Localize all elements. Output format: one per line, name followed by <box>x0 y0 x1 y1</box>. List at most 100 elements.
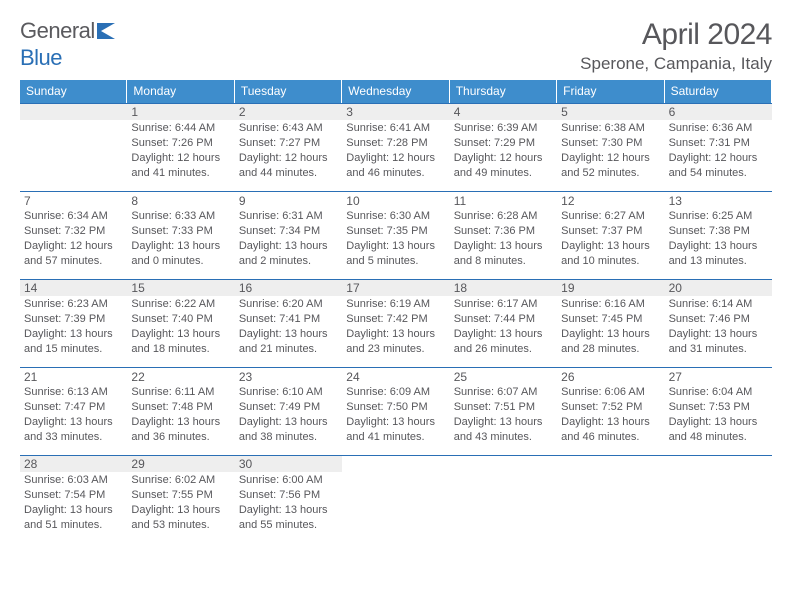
daylight-text: Daylight: 13 hours and 21 minutes. <box>239 327 338 357</box>
sunrise-text: Sunrise: 6:34 AM <box>24 209 123 224</box>
calendar-cell: 3Sunrise: 6:41 AMSunset: 7:28 PMDaylight… <box>342 103 449 191</box>
day-number: 12 <box>561 194 660 208</box>
calendar-cell: 25Sunrise: 6:07 AMSunset: 7:51 PMDayligh… <box>450 367 557 455</box>
daylight-text: Daylight: 12 hours and 46 minutes. <box>346 151 445 181</box>
sunrise-text: Sunrise: 6:14 AM <box>669 297 768 312</box>
day-number: 11 <box>454 194 553 208</box>
calendar-cell: 2Sunrise: 6:43 AMSunset: 7:27 PMDaylight… <box>235 103 342 191</box>
sunrise-text: Sunrise: 6:27 AM <box>561 209 660 224</box>
sunset-text: Sunset: 7:33 PM <box>131 224 230 239</box>
day-number: 30 <box>235 456 342 472</box>
day-number: 13 <box>669 194 768 208</box>
daylight-text: Daylight: 13 hours and 33 minutes. <box>24 415 123 445</box>
sunrise-text: Sunrise: 6:04 AM <box>669 385 768 400</box>
logo-text: General Blue <box>20 18 119 71</box>
daylight-text: Daylight: 13 hours and 43 minutes. <box>454 415 553 445</box>
daylight-text: Daylight: 12 hours and 57 minutes. <box>24 239 123 269</box>
daylight-text: Daylight: 12 hours and 49 minutes. <box>454 151 553 181</box>
calendar-cell: 19Sunrise: 6:16 AMSunset: 7:45 PMDayligh… <box>557 279 664 367</box>
daylight-text: Daylight: 13 hours and 55 minutes. <box>239 503 338 533</box>
logo-flag-icon <box>97 19 119 45</box>
sunrise-text: Sunrise: 6:25 AM <box>669 209 768 224</box>
location: Sperone, Campania, Italy <box>580 54 772 74</box>
daylight-text: Daylight: 13 hours and 41 minutes. <box>346 415 445 445</box>
day-number: 16 <box>235 280 342 296</box>
daylight-text: Daylight: 13 hours and 36 minutes. <box>131 415 230 445</box>
daylight-text: Daylight: 12 hours and 41 minutes. <box>131 151 230 181</box>
sunset-text: Sunset: 7:41 PM <box>239 312 338 327</box>
sunset-text: Sunset: 7:39 PM <box>24 312 123 327</box>
calendar-cell: 18Sunrise: 6:17 AMSunset: 7:44 PMDayligh… <box>450 279 557 367</box>
calendar-cell <box>450 455 557 543</box>
daylight-text: Daylight: 13 hours and 31 minutes. <box>669 327 768 357</box>
calendar-cell: 17Sunrise: 6:19 AMSunset: 7:42 PMDayligh… <box>342 279 449 367</box>
daylight-text: Daylight: 13 hours and 53 minutes. <box>131 503 230 533</box>
sunrise-text: Sunrise: 6:38 AM <box>561 121 660 136</box>
sunset-text: Sunset: 7:30 PM <box>561 136 660 151</box>
sunrise-text: Sunrise: 6:23 AM <box>24 297 123 312</box>
daylight-text: Daylight: 13 hours and 13 minutes. <box>669 239 768 269</box>
daylight-text: Daylight: 13 hours and 8 minutes. <box>454 239 553 269</box>
dow-header: Saturday <box>665 80 772 103</box>
daylight-text: Daylight: 12 hours and 52 minutes. <box>561 151 660 181</box>
calendar-cell <box>20 103 127 191</box>
calendar-cell: 10Sunrise: 6:30 AMSunset: 7:35 PMDayligh… <box>342 191 449 279</box>
sunset-text: Sunset: 7:31 PM <box>669 136 768 151</box>
daylight-text: Daylight: 13 hours and 23 minutes. <box>346 327 445 357</box>
dow-header: Tuesday <box>235 80 342 103</box>
day-number: 15 <box>127 280 234 296</box>
day-number: 18 <box>450 280 557 296</box>
daylight-text: Daylight: 13 hours and 0 minutes. <box>131 239 230 269</box>
sunrise-text: Sunrise: 6:20 AM <box>239 297 338 312</box>
day-number: 28 <box>20 456 127 472</box>
sunrise-text: Sunrise: 6:10 AM <box>239 385 338 400</box>
calendar-cell <box>342 455 449 543</box>
calendar-cell: 1Sunrise: 6:44 AMSunset: 7:26 PMDaylight… <box>127 103 234 191</box>
sunset-text: Sunset: 7:32 PM <box>24 224 123 239</box>
calendar-cell: 8Sunrise: 6:33 AMSunset: 7:33 PMDaylight… <box>127 191 234 279</box>
sunset-text: Sunset: 7:36 PM <box>454 224 553 239</box>
header: General Blue April 2024 Sperone, Campani… <box>20 18 772 74</box>
calendar-cell: 4Sunrise: 6:39 AMSunset: 7:29 PMDaylight… <box>450 103 557 191</box>
sunset-text: Sunset: 7:26 PM <box>131 136 230 151</box>
sunrise-text: Sunrise: 6:03 AM <box>24 473 123 488</box>
daylight-text: Daylight: 13 hours and 26 minutes. <box>454 327 553 357</box>
sunrise-text: Sunrise: 6:13 AM <box>24 385 123 400</box>
sunrise-text: Sunrise: 6:17 AM <box>454 297 553 312</box>
day-number: 6 <box>665 104 772 120</box>
sunset-text: Sunset: 7:54 PM <box>24 488 123 503</box>
sunrise-text: Sunrise: 6:33 AM <box>131 209 230 224</box>
daylight-text: Daylight: 13 hours and 38 minutes. <box>239 415 338 445</box>
sunset-text: Sunset: 7:55 PM <box>131 488 230 503</box>
logo: General Blue <box>20 18 119 71</box>
calendar-cell: 22Sunrise: 6:11 AMSunset: 7:48 PMDayligh… <box>127 367 234 455</box>
day-number: 23 <box>239 370 338 384</box>
sunrise-text: Sunrise: 6:41 AM <box>346 121 445 136</box>
dow-header: Monday <box>127 80 234 103</box>
day-number: 8 <box>131 194 230 208</box>
sunset-text: Sunset: 7:29 PM <box>454 136 553 151</box>
sunset-text: Sunset: 7:53 PM <box>669 400 768 415</box>
dow-header: Wednesday <box>342 80 449 103</box>
calendar-cell: 21Sunrise: 6:13 AMSunset: 7:47 PMDayligh… <box>20 367 127 455</box>
sunset-text: Sunset: 7:37 PM <box>561 224 660 239</box>
sunrise-text: Sunrise: 6:09 AM <box>346 385 445 400</box>
daylight-text: Daylight: 13 hours and 2 minutes. <box>239 239 338 269</box>
sunset-text: Sunset: 7:48 PM <box>131 400 230 415</box>
sunset-text: Sunset: 7:28 PM <box>346 136 445 151</box>
calendar-cell: 6Sunrise: 6:36 AMSunset: 7:31 PMDaylight… <box>665 103 772 191</box>
sunset-text: Sunset: 7:52 PM <box>561 400 660 415</box>
day-number: 22 <box>131 370 230 384</box>
sunset-text: Sunset: 7:34 PM <box>239 224 338 239</box>
day-number: 7 <box>24 194 123 208</box>
logo-part1: General <box>20 18 95 43</box>
day-number: 4 <box>450 104 557 120</box>
sunrise-text: Sunrise: 6:44 AM <box>131 121 230 136</box>
sunset-text: Sunset: 7:49 PM <box>239 400 338 415</box>
day-number: 21 <box>24 370 123 384</box>
sunrise-text: Sunrise: 6:16 AM <box>561 297 660 312</box>
day-number: 27 <box>669 370 768 384</box>
calendar-cell: 16Sunrise: 6:20 AMSunset: 7:41 PMDayligh… <box>235 279 342 367</box>
calendar-cell <box>665 455 772 543</box>
day-number: 10 <box>346 194 445 208</box>
